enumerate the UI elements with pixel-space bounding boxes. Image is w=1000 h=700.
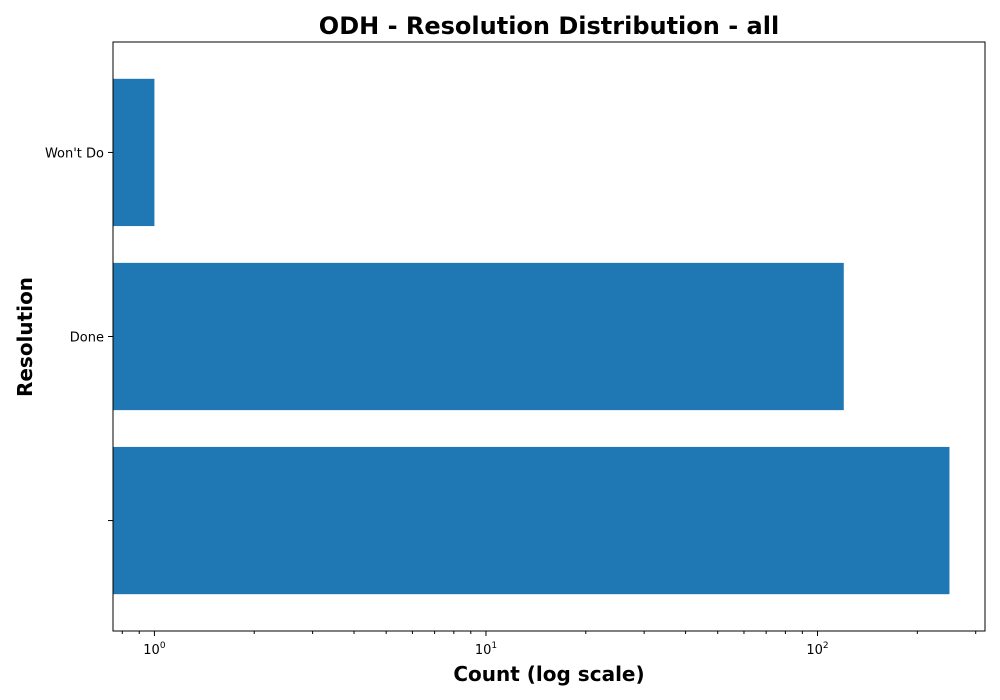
y-axis-label: Resolution xyxy=(13,277,37,397)
bar xyxy=(113,263,844,410)
bar xyxy=(113,447,949,594)
x-axis-label: Count (log scale) xyxy=(453,662,644,686)
x-tick-label: 102 xyxy=(806,641,828,658)
bar xyxy=(113,79,154,226)
bars-group xyxy=(113,79,949,594)
x-axis-ticks: 100 101 102 xyxy=(122,631,975,658)
chart-title: ODH - Resolution Distribution - all xyxy=(319,12,779,40)
x-tick-label: 100 xyxy=(143,641,166,658)
x-tick-label: 101 xyxy=(475,641,497,658)
y-axis-ticks: Won't Do Done xyxy=(45,146,113,520)
y-tick-label: Won't Do xyxy=(45,146,104,161)
y-tick-label: Done xyxy=(70,331,104,346)
